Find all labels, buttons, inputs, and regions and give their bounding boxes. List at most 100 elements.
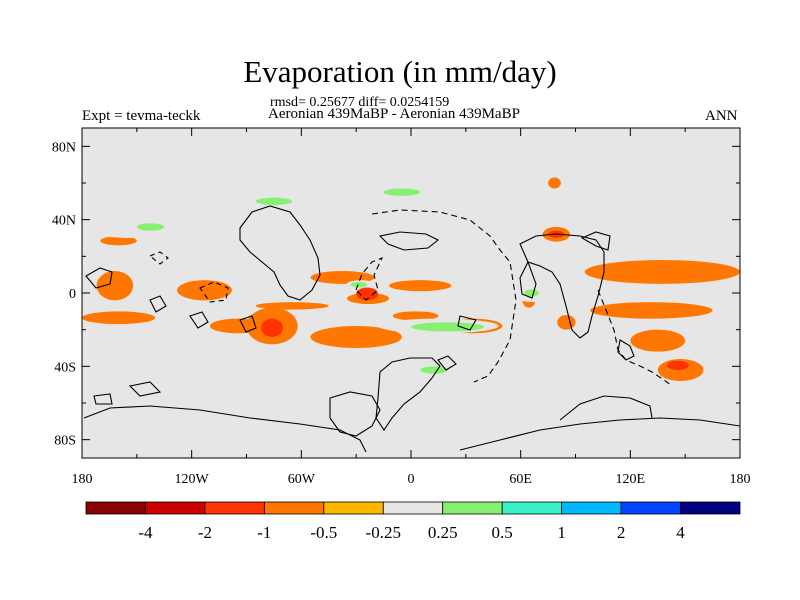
anomaly-region (164, 406, 265, 429)
coastline-contour (457, 315, 477, 331)
anomaly-region (182, 190, 311, 211)
anomaly-region (584, 260, 740, 284)
chart-title: Evaporation (in mm/day) (243, 54, 557, 89)
colorbar-label: 0.25 (428, 523, 458, 542)
anomaly-region (666, 360, 689, 370)
anomaly-region (389, 280, 452, 292)
colorbar-label: 2 (617, 523, 626, 542)
anomaly-region (420, 366, 448, 374)
anomaly-region (96, 271, 134, 301)
coastline-contour (189, 311, 209, 329)
x-tick-label: 0 (408, 472, 415, 487)
coastline-contour (519, 260, 537, 299)
coastline-contour (239, 315, 257, 333)
anomaly-region (301, 399, 448, 425)
chart-subtitle: Aeronian 439MaBP - Aeronian 439MaBP (268, 106, 520, 122)
y-tick-label: 0 (69, 287, 76, 302)
coastline-contour (597, 289, 673, 387)
x-tick-label: 180 (72, 472, 93, 487)
anomaly-region (82, 311, 156, 325)
colorbar-swatch (680, 501, 741, 515)
coastline-contour (329, 391, 381, 437)
coastline-contour (128, 381, 162, 397)
experiment-label: Expt = tevma-teckk (82, 108, 201, 124)
colorbar-swatch (620, 501, 681, 515)
coastline-contour (459, 417, 741, 451)
coastline-contour (85, 267, 113, 289)
anomaly-region (590, 302, 713, 319)
anomaly-region (82, 344, 238, 363)
colorbar-label: -1 (257, 523, 271, 542)
colorbar-label: 1 (557, 523, 566, 542)
stats-line: rmsd= 0.25677 diff= 0.0254159 (270, 95, 450, 110)
anomaly-region (255, 197, 293, 205)
colorbar-swatch (204, 501, 265, 515)
anomaly-region (401, 384, 448, 404)
y-tick-label: 80S (54, 434, 76, 449)
coastline-contour (199, 281, 229, 303)
colorbar-swatch (323, 501, 384, 515)
coastline-contour (93, 393, 113, 405)
anomaly-region (524, 289, 539, 297)
x-tick-label: 120E (616, 472, 646, 487)
coastline-contour (580, 231, 611, 251)
anomaly-region (82, 219, 183, 238)
coastline-contour (239, 205, 321, 301)
x-tick-label: 180 (730, 472, 751, 487)
coastline-contour (355, 256, 384, 301)
anomaly-regions (82, 177, 740, 429)
x-tick-label: 60W (288, 472, 316, 487)
colorbar-swatch (442, 501, 503, 515)
colorbar-label: 4 (676, 523, 685, 542)
colorbar-label: -2 (198, 523, 212, 542)
anomaly-region (136, 223, 165, 231)
colorbar-swatch (145, 501, 206, 515)
map-panel (81, 127, 741, 459)
colorbar-label: -0.5 (310, 523, 337, 542)
anomaly-region (548, 177, 561, 189)
coastline-contour (437, 355, 457, 371)
y-tick-label: 80N (52, 140, 76, 155)
anomaly-region (100, 381, 210, 396)
coastline-contour (149, 295, 167, 313)
y-tick-label: 40N (52, 214, 76, 229)
anomaly-region (401, 241, 466, 257)
anomaly-region (392, 311, 439, 321)
coastline-contour (148, 251, 169, 265)
anomaly-region (255, 302, 329, 310)
colorbar-label: 0.5 (492, 523, 513, 542)
x-tick-label: 60E (509, 472, 532, 487)
anomaly-region (630, 329, 686, 352)
coastline-contour (378, 231, 440, 251)
coastlines (83, 205, 741, 453)
coastline-contour (83, 405, 367, 453)
x-tick-label: 120W (175, 472, 210, 487)
anomaly-region (484, 238, 567, 266)
anomaly-region (350, 282, 368, 288)
anomaly-region (100, 236, 137, 246)
colorbar-swatch (561, 501, 622, 515)
coastline-contour (519, 233, 605, 339)
colorbar-label: -0.25 (366, 523, 401, 542)
colorbar-label: -4 (138, 523, 153, 542)
anomaly-region (608, 234, 686, 253)
coastline-contour (371, 209, 517, 383)
colorbar-swatch (501, 501, 563, 515)
anomaly-region (261, 318, 284, 338)
anomaly-region (383, 188, 421, 196)
anomaly-region (411, 322, 485, 332)
coastline-contour (559, 395, 653, 421)
coastline-contour (617, 339, 635, 361)
anomaly-region (356, 287, 379, 301)
season-label: ANN (705, 108, 738, 124)
anomaly-region (177, 280, 232, 301)
colorbar-swatch (263, 501, 325, 515)
axis-ticks: 180 120W 60W 0 60E 120E 180 80N 40N 0 40S 80S (52, 128, 751, 487)
y-tick-label: 40S (54, 360, 76, 375)
colorbar-swatch (382, 501, 444, 515)
anomaly-region (557, 315, 576, 330)
colorbar-swatch (85, 501, 146, 515)
anomaly-region (310, 326, 402, 348)
colorbar: -4 -2 -1 -0.5 -0.25 0.25 0.5 1 2 4 (85, 501, 741, 542)
